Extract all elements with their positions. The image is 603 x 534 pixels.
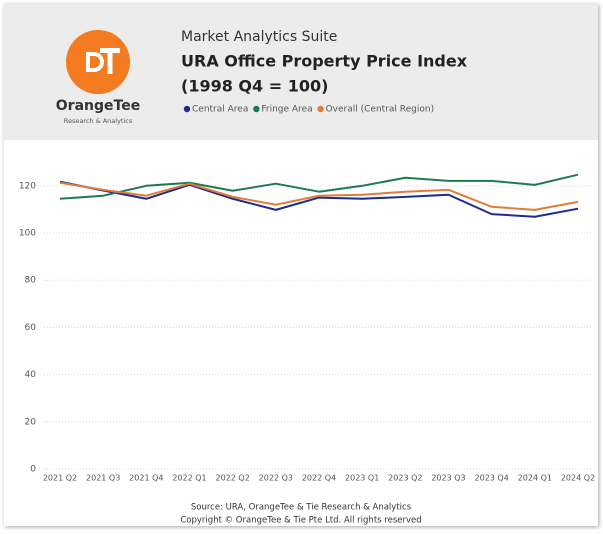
x-tick-label: 2022 Q3 — [259, 474, 293, 483]
legend-marker — [253, 105, 260, 113]
logo-circle — [66, 30, 130, 94]
x-tick-label: 2023 Q4 — [475, 474, 509, 483]
y-tick-label: 120 — [19, 181, 36, 191]
app-name: Market Analytics Suite — [181, 29, 337, 45]
x-tick-label: 2022 Q2 — [216, 474, 250, 483]
y-tick-label: 0 — [30, 465, 36, 475]
x-tick-label: 2021 Q2 — [43, 474, 77, 483]
x-tick-label: 2023 Q3 — [431, 474, 465, 483]
x-tick-label: 2022 Q4 — [302, 474, 336, 483]
chart-subtitle: (1998 Q4 = 100) — [181, 77, 328, 96]
legend-label: Fringe Area — [261, 105, 312, 115]
legend-label: Central Area — [192, 105, 248, 115]
x-tick-label: 2023 Q2 — [388, 474, 422, 483]
logo-name: OrangeTee — [56, 98, 140, 114]
logo-tagline: Research & Analytics — [64, 117, 133, 125]
x-tick-label: 2021 Q3 — [86, 474, 120, 483]
x-tick-label: 2021 Q4 — [129, 474, 163, 483]
x-tick-label: 2023 Q1 — [345, 474, 379, 483]
series-line — [59, 173, 579, 200]
x-tick-label: 2024 Q2 — [561, 474, 595, 483]
series-line — [59, 181, 579, 211]
copyright: Copyright © OrangeTee & Tie Pte Ltd. All… — [180, 516, 421, 526]
y-tick-label: 20 — [25, 417, 37, 427]
y-tick-label: 80 — [25, 276, 37, 286]
y-tick-label: 100 — [19, 229, 36, 239]
source: Source: URA, OrangeTee & Tie Research & … — [191, 503, 412, 513]
legend-marker — [183, 105, 191, 113]
legend-marker — [317, 105, 324, 113]
series-line — [59, 180, 579, 218]
y-tick-label: 60 — [25, 323, 37, 333]
chart-title: URA Office Property Price Index — [181, 52, 468, 71]
legend-label: Overall (Central Region) — [326, 105, 435, 115]
logo-glyph — [86, 48, 120, 74]
x-tick-label: 2024 Q1 — [518, 474, 552, 483]
x-tick-label: 2022 Q1 — [172, 474, 206, 483]
y-tick-label: 40 — [25, 370, 37, 380]
